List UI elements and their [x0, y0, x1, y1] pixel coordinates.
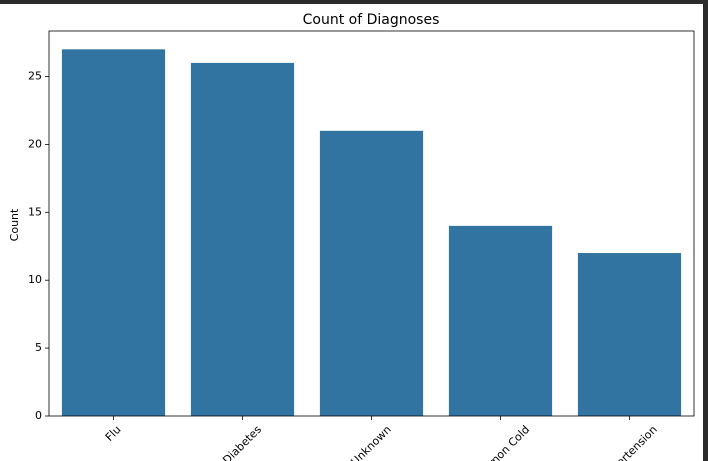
- y-tick-label: 25: [28, 69, 42, 82]
- bar: [319, 130, 424, 416]
- y-tick-label: 0: [35, 409, 42, 422]
- plot-frame: [48, 30, 695, 417]
- bar: [190, 62, 295, 417]
- chart-title: Count of Diagnoses: [303, 12, 440, 28]
- bar: [577, 253, 682, 416]
- y-tick-label: 5: [35, 341, 42, 354]
- y-tick-label: 15: [28, 205, 42, 218]
- bar: [61, 49, 166, 416]
- y-tick-label: 20: [28, 137, 42, 150]
- bar: [448, 225, 553, 416]
- y-axis-label: Count: [8, 208, 21, 241]
- y-tick-label: 10: [28, 273, 42, 286]
